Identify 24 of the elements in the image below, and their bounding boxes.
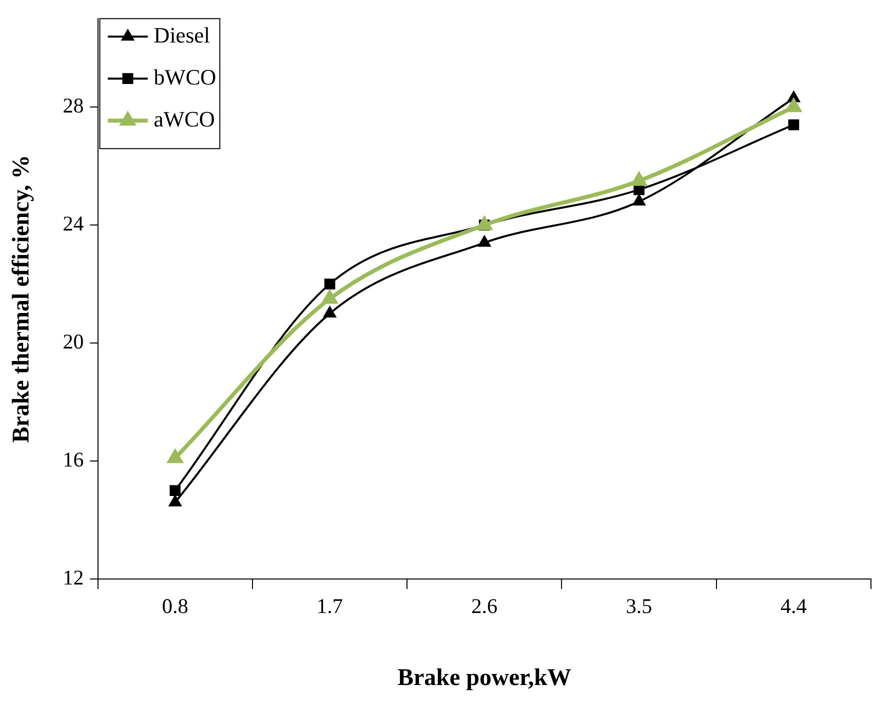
point (630, 171, 648, 186)
y-axis-title: Brake thermal efficiency, % (8, 154, 35, 443)
y-tick-label: 16 (62, 448, 84, 472)
x-tick-label: 0.8 (162, 594, 188, 618)
point (321, 289, 338, 304)
point (168, 494, 182, 506)
x-axis-title: Brake power,kW (398, 664, 572, 691)
y-tick-label: 24 (62, 212, 84, 236)
legend-label: Diesel (154, 22, 210, 48)
legend-label: bWCO (154, 64, 216, 90)
legend-label: aWCO (154, 106, 215, 132)
x-tick-label: 2.6 (471, 594, 498, 618)
point (476, 216, 493, 230)
y-tick-label: 28 (62, 94, 84, 118)
x-tick-label: 1.7 (316, 594, 343, 618)
y-tick-label: 20 (62, 330, 84, 354)
y-tick-label: 12 (62, 566, 84, 590)
x-tick-label: 3.5 (626, 594, 652, 618)
point (323, 306, 336, 318)
point (478, 235, 491, 247)
point (166, 448, 184, 464)
x-tick-label: 4.4 (780, 594, 808, 618)
point (632, 194, 646, 206)
point (785, 98, 802, 112)
